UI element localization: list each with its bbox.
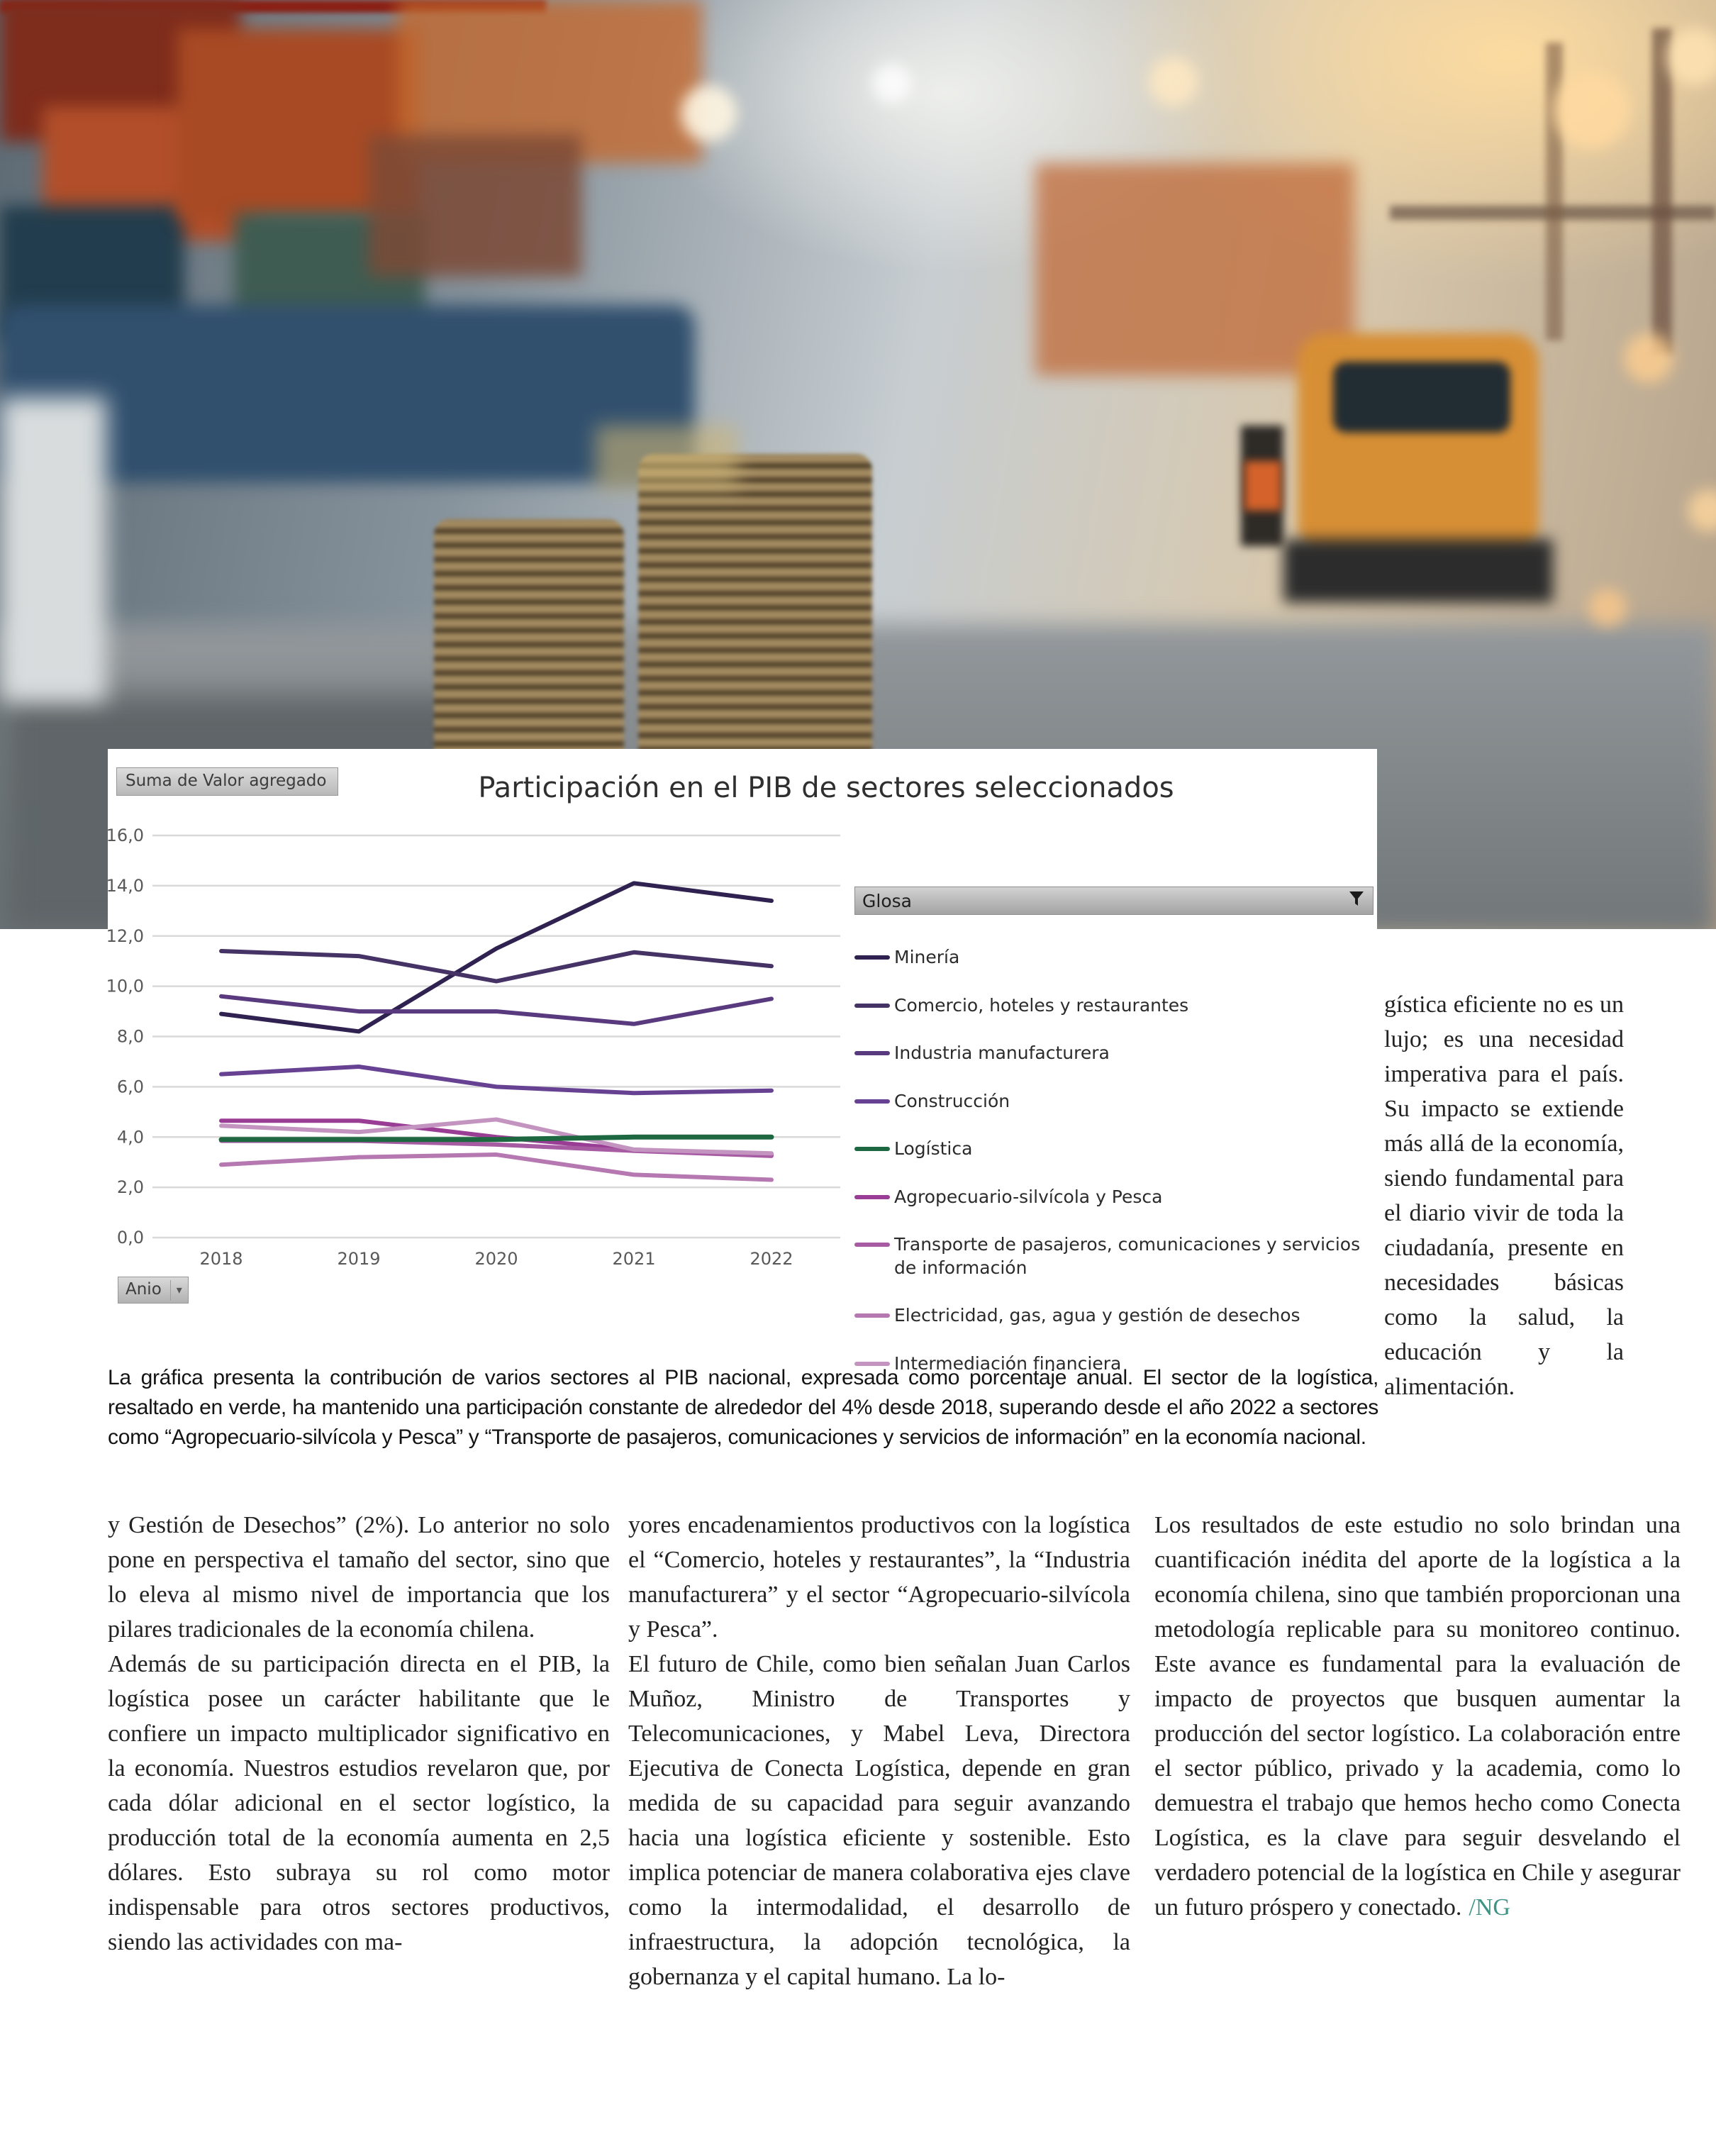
photo-bokeh-7 — [1588, 589, 1627, 627]
photo-ship-hull — [0, 305, 695, 482]
svg-text:12,0: 12,0 — [108, 926, 144, 946]
legend-label: Construcción — [894, 1090, 1010, 1111]
svg-text:6,0: 6,0 — [117, 1077, 144, 1096]
photo-truck-windshield — [1333, 362, 1510, 433]
chart-title: Participación en el PIB de sectores sele… — [478, 772, 1174, 804]
paragraph: El futuro de Chile, como bien señalan Ju… — [628, 1651, 1130, 1990]
svg-text:2022: 2022 — [750, 1249, 793, 1269]
photo-light-pole — [0, 397, 106, 702]
legend-swatch — [854, 1313, 890, 1318]
measure-field-button[interactable]: Suma de Valor agregado — [116, 767, 339, 796]
legend-item[interactable]: Comercio, hoteles y restaurantes — [854, 994, 1374, 1018]
photo-container-mid — [1035, 163, 1354, 376]
legend-item[interactable]: Industria manufacturera — [854, 1042, 1374, 1065]
body-column-2: yores encadenamientos productivos con la… — [628, 1508, 1130, 1994]
svg-text:2019: 2019 — [337, 1249, 380, 1269]
svg-text:2021: 2021 — [612, 1249, 655, 1269]
photo-bokeh-1 — [681, 85, 737, 142]
photo-bokeh-3 — [1553, 71, 1631, 149]
photo-crane-post-1 — [1652, 28, 1672, 355]
paragraph: y Gestión de Desechos” (2%). Lo anterior… — [108, 1512, 610, 1643]
axis-field-label: Anio — [126, 1280, 162, 1299]
legend-swatch — [854, 955, 890, 960]
legend-item[interactable]: Intermediación financiera — [854, 1352, 1374, 1376]
legend-swatch — [854, 1243, 890, 1247]
body-column-3: Los resultados de este estudio no solo b… — [1154, 1508, 1681, 1925]
filter-icon[interactable] — [1347, 889, 1366, 912]
legend-item[interactable]: Agropecuario-silvícola y Pesca — [854, 1186, 1374, 1209]
legend-label: Comercio, hoteles y restaurantes — [894, 994, 1189, 1016]
legend-label: Minería — [894, 947, 960, 967]
legend-swatch — [854, 1099, 890, 1104]
photo-bokeh-4 — [1666, 28, 1716, 85]
paragraph: Los resultados de este estudio no solo b… — [1154, 1508, 1681, 1925]
side-text-column: gística eficiente no es un lujo; es una … — [1384, 987, 1624, 1404]
legend-label: Intermediación financiera — [894, 1352, 1122, 1374]
svg-text:4,0: 4,0 — [117, 1127, 144, 1147]
legend-swatch — [854, 1003, 890, 1008]
photo-bokeh-2 — [1149, 57, 1198, 106]
svg-text:2020: 2020 — [474, 1249, 518, 1269]
paragraph: Además de su participación directa en el… — [108, 1651, 610, 1955]
svg-text:16,0: 16,0 — [108, 828, 144, 845]
svg-text:8,0: 8,0 — [117, 1027, 144, 1047]
legend-swatch — [854, 1194, 890, 1199]
photo-bokeh-6 — [1688, 489, 1716, 532]
legend-header-bar[interactable]: Glosa — [854, 887, 1374, 915]
photo-bokeh-5 — [1624, 333, 1673, 383]
legend-header-label: Glosa — [862, 890, 912, 911]
photo-worker-vest — [1244, 461, 1281, 511]
legend-item[interactable]: Logística — [854, 1138, 1374, 1161]
svg-text:14,0: 14,0 — [108, 876, 144, 896]
legend-label: Industria manufacturera — [894, 1043, 1110, 1063]
legend-label: Transporte de pasajeros, comunicaciones … — [894, 1234, 1361, 1278]
svg-text:10,0: 10,0 — [108, 977, 144, 996]
paragraph-text: Los resultados de este estudio no solo b… — [1154, 1512, 1681, 1921]
chart-caption: La gráfica presenta la contribución de v… — [108, 1366, 1378, 1449]
svg-text:2018: 2018 — [199, 1249, 243, 1269]
photo-container-7 — [369, 135, 581, 277]
photo-bokeh-8 — [872, 64, 912, 104]
legend-item[interactable]: Construcción — [854, 1090, 1374, 1113]
photo-truck-base — [1283, 539, 1553, 603]
legend-item[interactable]: Transporte de pasajeros, comunicaciones … — [854, 1233, 1374, 1279]
legend-swatch — [854, 1051, 890, 1055]
legend-label: Agropecuario-silvícola y Pesca — [894, 1186, 1163, 1207]
legend-item[interactable]: Electricidad, gas, agua y gestión de des… — [854, 1304, 1374, 1328]
paragraph: gística eficiente no es un lujo; es una … — [1384, 991, 1624, 1400]
pib-chart-svg: 0,0 2,0 4,0 6,0 8,0 10,0 12,0 14,0 16,0 2018 2019 2… — [108, 828, 840, 1269]
legend-swatch — [854, 1361, 890, 1366]
chart-legend: Glosa Minería Comercio, hoteles y restaur… — [854, 887, 1374, 1400]
axis-field-button[interactable]: Anio ▾ — [118, 1277, 189, 1304]
pib-chart-panel: Suma de Valor agregado Participación en … — [108, 749, 1377, 1374]
svg-text:2,0: 2,0 — [117, 1177, 144, 1197]
author-signature: /NG — [1469, 1894, 1510, 1921]
legend-items: Minería Comercio, hoteles y restaurantes I… — [854, 946, 1374, 1375]
legend-swatch — [854, 1147, 890, 1151]
body-column-1: y Gestión de Desechos” (2%). Lo anterior… — [108, 1508, 610, 1960]
paragraph: yores encadenamientos productivos con la… — [628, 1512, 1130, 1643]
chevron-down-icon: ▾ — [169, 1279, 188, 1301]
legend-label: Electricidad, gas, agua y gestión de des… — [894, 1305, 1300, 1326]
photo-coin-glow — [596, 426, 737, 489]
legend-item[interactable]: Minería — [854, 946, 1374, 969]
svg-text:0,0: 0,0 — [117, 1228, 144, 1248]
legend-label: Logística — [894, 1138, 973, 1159]
